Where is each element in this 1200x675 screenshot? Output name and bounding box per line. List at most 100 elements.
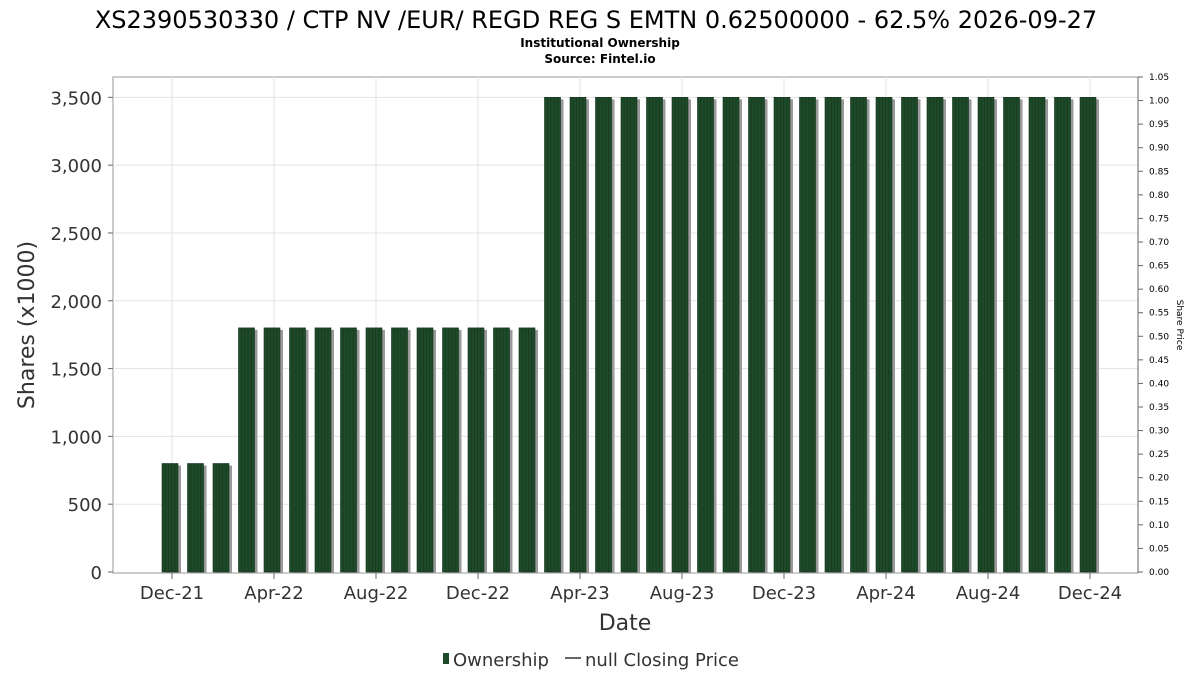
bar-body <box>544 97 561 573</box>
ownership-bar <box>901 97 921 573</box>
bar-body <box>824 97 842 573</box>
right-tick-label: 0.60 <box>1149 285 1169 295</box>
bar-body <box>722 97 740 573</box>
ownership-bar <box>748 97 768 573</box>
right-tick-label: 0.30 <box>1149 427 1169 437</box>
bar-body <box>467 327 485 573</box>
bar-body <box>161 463 179 573</box>
ownership-bar <box>416 327 436 573</box>
ownership-bar <box>773 97 793 573</box>
ownership-bar <box>238 327 258 573</box>
right-tick-label: 0.65 <box>1149 262 1169 272</box>
ownership-bar <box>952 97 972 573</box>
ownership-bar <box>569 97 589 573</box>
y-axis-label: Shares (x1000) <box>15 241 40 409</box>
bar-body <box>416 327 434 573</box>
x-axis-ticks: Dec-21 Apr-22 Aug-22 Dec-22 Apr-23 Aug-23 Dec-… <box>140 573 1122 604</box>
legend: Ownership null Closing Price <box>443 650 739 671</box>
bar-body <box>391 327 408 573</box>
bar-body <box>289 327 306 573</box>
ownership-bar <box>289 327 309 573</box>
right-tick-label: 1.05 <box>1149 73 1169 83</box>
bar-body <box>187 463 204 573</box>
ownership-bar <box>187 463 207 573</box>
right-tick-label: 0.80 <box>1149 191 1169 201</box>
ownership-bar <box>493 327 513 573</box>
bar-body <box>569 97 587 573</box>
ownership-bar <box>646 97 666 573</box>
bar-body <box>901 97 918 573</box>
chart-title: XS2390530330 / CTP NV /EUR/ REGD REG S E… <box>95 6 1097 34</box>
bar-body <box>926 97 944 573</box>
x-tick-label: Dec-23 <box>752 583 816 604</box>
left-tick-label: 1,500 <box>50 360 102 381</box>
right-tick-label: 0.15 <box>1149 497 1169 507</box>
bar-body <box>850 97 867 573</box>
x-axis-label: Date <box>599 611 652 636</box>
chart-subtitle-source: Source: Fintel.io <box>544 52 655 66</box>
ownership-bar <box>850 97 870 573</box>
right-tick-label: 0.50 <box>1149 332 1169 342</box>
ownership-bar <box>161 463 181 573</box>
bar-body <box>977 97 995 573</box>
left-tick-label: 3,500 <box>50 88 102 109</box>
bar-body <box>238 327 255 573</box>
ownership-bar <box>263 327 283 573</box>
bar-body <box>212 463 230 573</box>
bar-body <box>365 327 383 573</box>
right-tick-label: 0.35 <box>1149 403 1169 413</box>
left-tick-label: 2,000 <box>50 292 102 313</box>
left-tick-label: 2,500 <box>50 224 102 245</box>
ownership-bar <box>212 463 232 573</box>
x-tick-label: Dec-22 <box>446 583 510 604</box>
right-tick-label: 0.55 <box>1149 309 1169 319</box>
bar-body <box>646 97 663 573</box>
x-tick-label: Apr-23 <box>550 583 609 604</box>
ownership-bar <box>875 97 895 573</box>
ownership-bar <box>824 97 844 573</box>
ownership-bar <box>314 327 334 573</box>
bar-body <box>595 97 612 573</box>
bar-body <box>493 327 510 573</box>
bar-body <box>1054 97 1071 573</box>
ownership-bar <box>391 327 411 573</box>
ownership-bar <box>1003 97 1023 573</box>
ownership-bar <box>365 327 385 573</box>
bar-body <box>875 97 893 573</box>
x-tick-label: Dec-21 <box>140 583 204 604</box>
ownership-bar <box>1079 97 1099 573</box>
bar-body <box>799 97 816 573</box>
x-tick-label: Aug-23 <box>650 583 715 604</box>
ownership-bar <box>467 327 487 573</box>
right-tick-label: 0.90 <box>1149 144 1169 154</box>
bar-body <box>314 327 332 573</box>
ownership-bar <box>595 97 615 573</box>
ownership-bar <box>697 97 717 573</box>
x-tick-label: Aug-24 <box>956 583 1021 604</box>
ownership-bar <box>722 97 742 573</box>
right-tick-label: 0.85 <box>1149 167 1169 177</box>
left-tick-label: 1,000 <box>50 427 102 448</box>
ownership-bar <box>620 97 640 573</box>
bar-body <box>518 327 536 573</box>
ownership-bar <box>1054 97 1074 573</box>
ownership-bar <box>442 327 462 573</box>
left-tick-label: 0 <box>91 563 102 584</box>
x-tick-label: Dec-24 <box>1058 583 1122 604</box>
right-tick-label: 0.25 <box>1149 450 1169 460</box>
left-axis-ticks: 0 500 1,000 1,500 2,000 2,500 3,000 3,500 <box>50 88 113 584</box>
bar-body <box>340 327 357 573</box>
right-tick-label: 0.40 <box>1149 379 1169 389</box>
bar-body <box>1079 97 1097 573</box>
bar-body <box>442 327 459 573</box>
legend-ownership-swatch <box>443 653 449 664</box>
ownership-bar <box>1028 97 1048 573</box>
right-axis-ticks: 0.00 0.05 0.10 0.15 0.20 0.25 0.30 0.35 0.40 0.45… <box>1137 73 1169 578</box>
bar-body <box>671 97 689 573</box>
right-tick-label: 0.20 <box>1149 474 1169 484</box>
bar-body <box>1028 97 1046 573</box>
right-tick-label: 0.95 <box>1149 120 1169 130</box>
right-tick-label: 0.75 <box>1149 214 1169 224</box>
right-tick-label: 0.05 <box>1149 544 1169 554</box>
